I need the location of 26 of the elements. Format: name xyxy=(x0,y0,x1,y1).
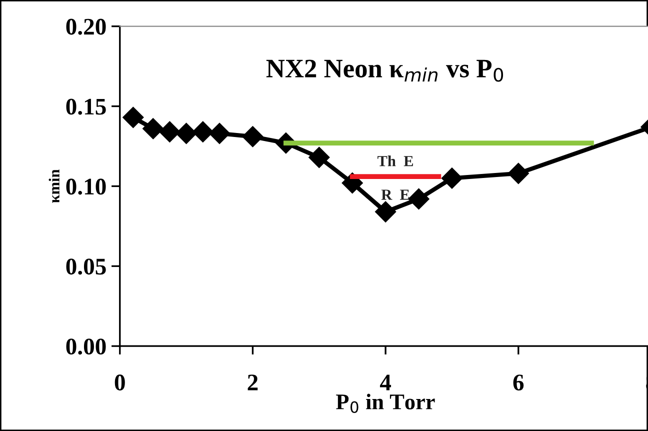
series-label: R E xyxy=(381,190,410,200)
point xyxy=(159,121,180,142)
point xyxy=(508,162,529,184)
y-tick-label: 0.00 xyxy=(66,338,106,355)
text: NX2 Neon κ$_{min}$ vs P$_{0}$ xyxy=(266,60,504,82)
point xyxy=(122,106,144,128)
x-tick-label: 0 xyxy=(114,374,125,390)
y-axis-title: κmin xyxy=(48,169,60,203)
y-tick-label: 0.05 xyxy=(66,258,106,275)
series-label: Th E xyxy=(378,156,413,166)
point xyxy=(441,168,462,189)
point xyxy=(308,146,330,168)
x-tick-label: 2 xyxy=(248,374,258,390)
y-tick-label: 0.15 xyxy=(66,98,106,115)
point xyxy=(408,188,430,210)
y-tick-label: 0.10 xyxy=(66,178,106,195)
point xyxy=(176,122,197,144)
point xyxy=(142,118,164,140)
point xyxy=(208,122,230,144)
x-axis-title: P$_{0}$ in Torr xyxy=(336,394,435,414)
point xyxy=(192,121,214,142)
point xyxy=(375,201,396,222)
y-tick-label: 0.20 xyxy=(66,18,106,35)
x-tick-label: 6 xyxy=(513,374,524,390)
point xyxy=(242,126,264,148)
x-tick-label: 4 xyxy=(380,374,392,390)
